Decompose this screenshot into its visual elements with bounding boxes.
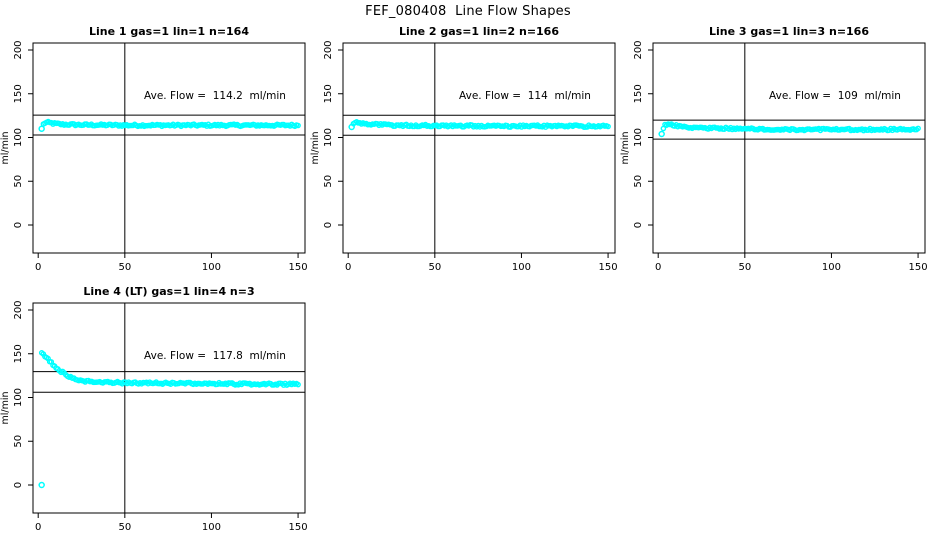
plot-box	[32, 42, 306, 254]
y-tick-label: 0	[323, 222, 334, 228]
x-tick-label: 0	[35, 262, 41, 273]
x-tick-label: 150	[909, 262, 928, 273]
flow-data-points	[350, 119, 611, 130]
x-tick-label: 0	[35, 522, 41, 533]
outlier-point	[38, 481, 45, 489]
panel-3-ave-flow-annotation: Ave. Flow = 109 ml/min	[769, 90, 901, 102]
y-tick-label: 150	[323, 84, 334, 103]
y-tick-label: 150	[633, 84, 644, 103]
y-axis-label: ml/min	[310, 131, 321, 164]
panel-2-ave-flow-annotation: Ave. Flow = 114 ml/min	[459, 90, 591, 102]
panel-2-title: Line 2 gas=1 lin=2 n=166	[398, 25, 559, 38]
y-tick-label: 0	[13, 482, 24, 488]
plot-box	[32, 302, 306, 514]
y-tick-label: 200	[323, 40, 334, 59]
x-tick-label: 50	[118, 262, 131, 273]
y-axis-label: ml/min	[0, 131, 11, 164]
panel-line-2: Line 2 gas=1 lin=2 n=166 0 50 100 150 0 50 100…	[310, 25, 622, 275]
y-axis-label: ml/min	[620, 131, 631, 164]
plot-box	[342, 42, 616, 254]
y-axis-label: ml/min	[0, 391, 11, 424]
x-tick-label: 50	[738, 262, 751, 273]
panel-1-title: Line 1 gas=1 lin=1 n=164	[88, 25, 249, 38]
chart-main-title: FEF_080408 Line Flow Shapes	[365, 4, 571, 19]
panel-1-ave-flow-annotation: Ave. Flow = 114.2 ml/min	[144, 90, 286, 102]
outlier-point	[38, 125, 45, 132]
panel-4-title: Line 4 (LT) gas=1 lin=4 n=3	[83, 285, 255, 298]
y-tick-label: 150	[13, 344, 24, 363]
y-tick-label: 100	[323, 128, 334, 147]
y-tick-label: 50	[323, 175, 334, 188]
x-tick-label: 0	[655, 262, 661, 273]
panel-4-plot: 0 50 100 150 0 50 100 150 200 ml/min	[0, 300, 308, 533]
outlier-point	[658, 130, 665, 138]
x-tick-label: 100	[202, 522, 221, 533]
flow-data-points	[38, 350, 301, 388]
panel-3-title: Line 3 gas=1 lin=3 n=166	[708, 25, 869, 38]
flow-data-points	[660, 121, 921, 134]
x-tick-label: 150	[289, 262, 308, 273]
y-tick-label: 100	[13, 388, 24, 407]
y-tick-label: 200	[633, 40, 644, 59]
x-tick-label: 100	[512, 262, 531, 273]
x-tick-label: 0	[345, 262, 351, 273]
y-tick-label: 50	[13, 435, 24, 448]
panel-3-plot: 0 50 100 150 0 50 100 150 200 ml/min	[620, 40, 928, 273]
y-tick-label: 0	[13, 222, 24, 228]
flow-data-points	[40, 118, 301, 130]
y-tick-label: 0	[633, 222, 644, 228]
y-tick-label: 200	[13, 40, 24, 59]
panel-line-1: Line 1 gas=1 lin=1 n=164 0 50 100 150 0 50 100…	[0, 25, 312, 275]
panel-line-4: Line 4 (LT) gas=1 lin=4 n=3 0 50 100 150 0 50…	[0, 285, 312, 535]
x-tick-label: 100	[202, 262, 221, 273]
x-tick-label: 50	[428, 262, 441, 273]
panel-1-plot: 0 50 100 150 0 50 100 150 200 ml/min	[0, 40, 308, 273]
y-tick-label: 50	[633, 175, 644, 188]
panel-4-ave-flow-annotation: Ave. Flow = 117.8 ml/min	[144, 350, 286, 362]
y-tick-label: 100	[13, 128, 24, 147]
plot-box	[652, 42, 926, 254]
y-tick-label: 200	[13, 300, 24, 319]
x-tick-label: 50	[118, 522, 131, 533]
outlier-point	[348, 123, 355, 131]
y-tick-label: 50	[13, 175, 24, 188]
panel-2-plot: 0 50 100 150 0 50 100 150 200 ml/min	[310, 40, 618, 273]
y-tick-label: 100	[633, 128, 644, 147]
x-tick-label: 150	[289, 522, 308, 533]
y-tick-label: 150	[13, 84, 24, 103]
panel-line-3: Line 3 gas=1 lin=3 n=166 0 50 100 150 0 50 100…	[620, 25, 932, 275]
x-tick-label: 150	[599, 262, 618, 273]
x-tick-label: 100	[822, 262, 841, 273]
